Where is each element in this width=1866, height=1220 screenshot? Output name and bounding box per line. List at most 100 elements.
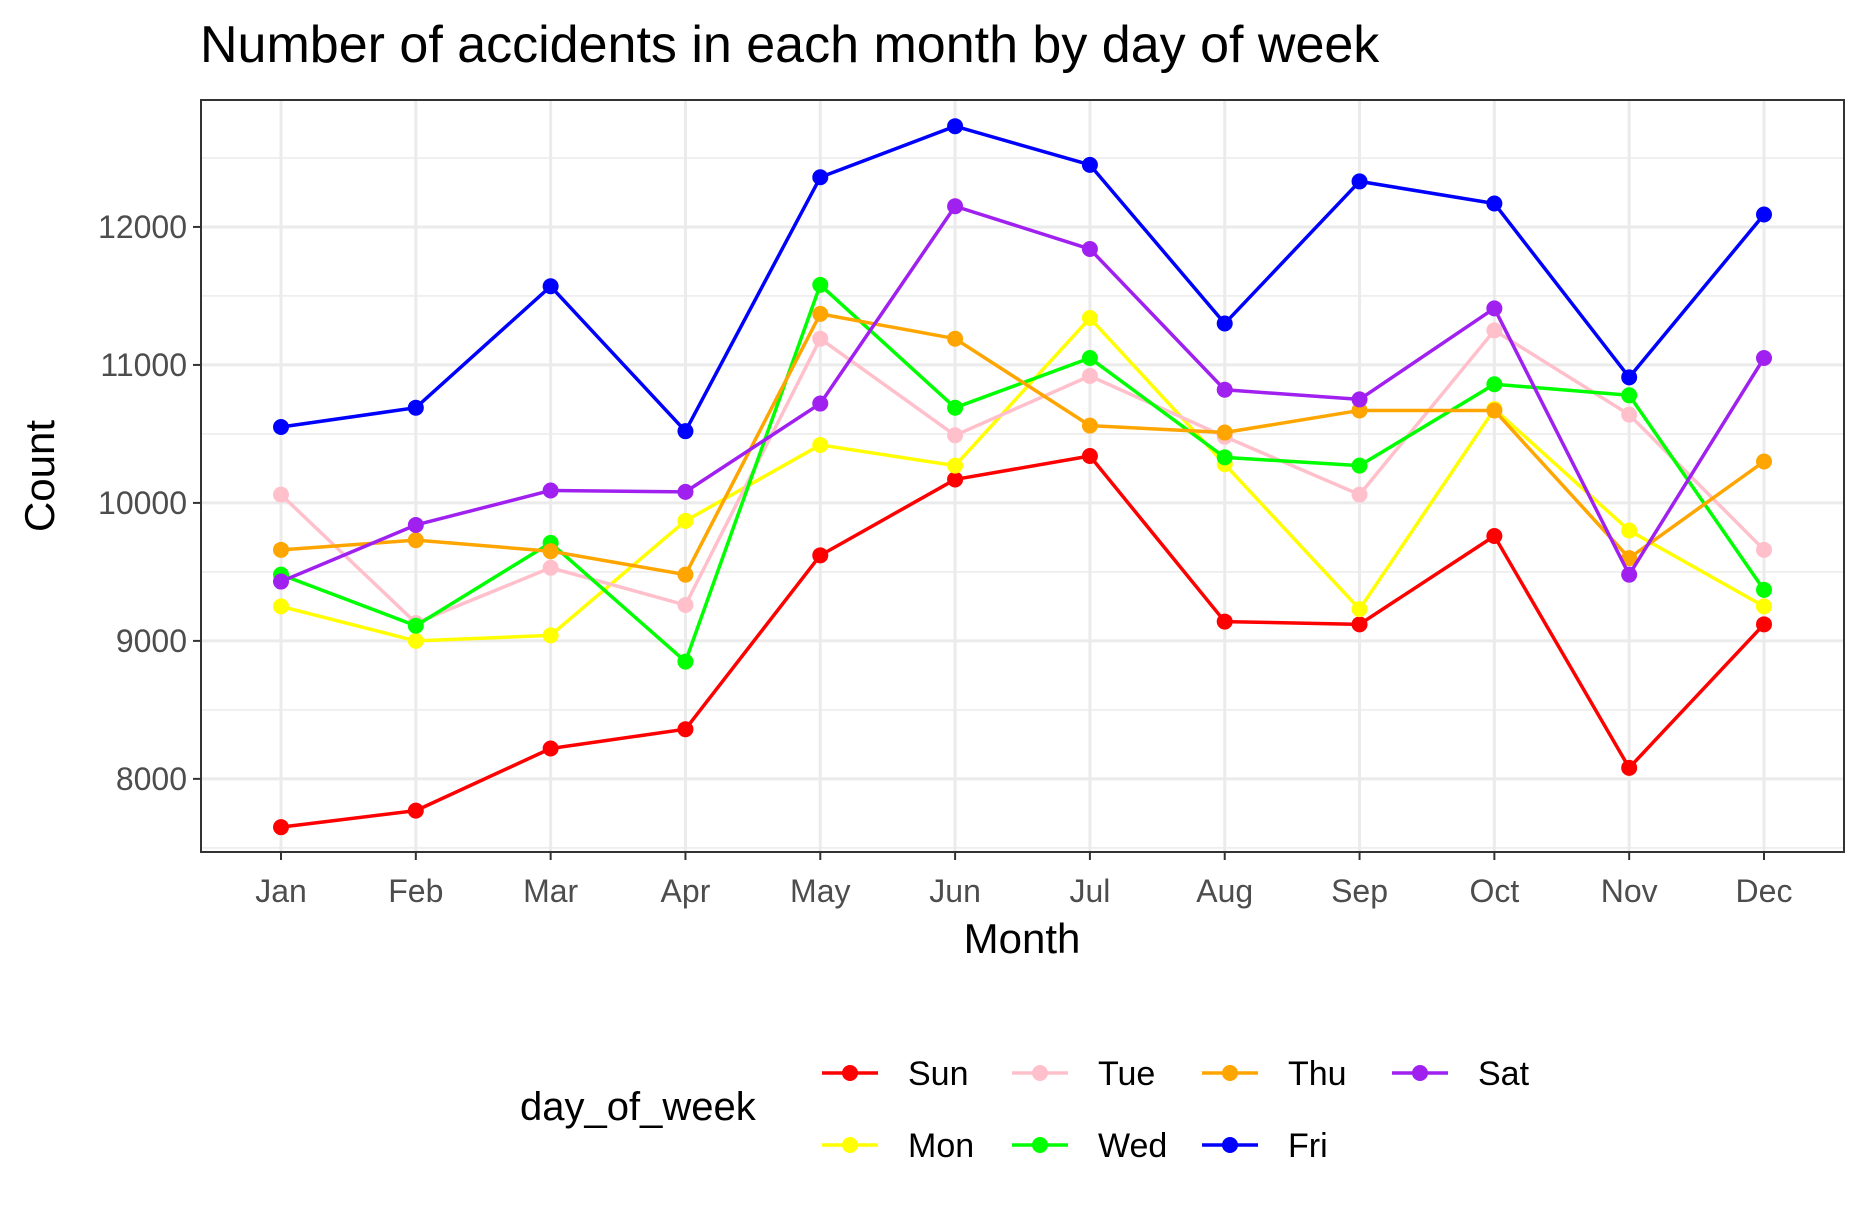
data-point-thu	[812, 305, 829, 322]
data-point-thu	[1351, 402, 1368, 419]
data-point-fri	[677, 423, 694, 440]
legend-label-sat: Sat	[1478, 1055, 1530, 1093]
data-point-wed	[1216, 449, 1233, 466]
data-point-tue	[542, 559, 559, 576]
data-point-sun	[407, 802, 424, 819]
data-point-mon	[273, 598, 289, 615]
data-point-sun	[1216, 613, 1233, 630]
data-point-thu	[1486, 402, 1503, 419]
data-point-mon	[677, 512, 694, 529]
x-tick-label: Jun	[929, 873, 981, 909]
data-point-thu	[1216, 424, 1233, 441]
x-tick-label: Aug	[1196, 873, 1253, 909]
data-point-wed	[1621, 387, 1638, 404]
data-point-sun	[812, 547, 829, 564]
data-point-mon	[1081, 310, 1098, 327]
series-line-sat	[280, 204, 1766, 584]
data-point-sun	[947, 471, 964, 488]
x-tick-label: Nov	[1601, 873, 1658, 909]
data-point-sun	[273, 819, 289, 836]
plot-panel-background	[201, 100, 1844, 852]
data-point-thu	[1621, 550, 1638, 567]
data-point-wed	[1351, 457, 1368, 474]
data-point-sat	[273, 573, 289, 590]
data-point-sat	[1621, 566, 1638, 583]
data-point-mon	[812, 436, 829, 453]
data-point-tue	[1351, 486, 1368, 503]
y-tick-label: 8000	[116, 761, 187, 797]
legend-label-tue: Tue	[1098, 1055, 1155, 1093]
data-point-mon	[1621, 522, 1638, 539]
x-tick-label: Mar	[523, 873, 578, 909]
data-point-sat	[1081, 241, 1098, 258]
series-line-sun	[280, 454, 1766, 829]
data-point-wed	[677, 653, 694, 670]
x-axis: Jan Feb Mar Apr May Jun Jul Aug Sep Oct Nov Dec	[255, 852, 1792, 909]
x-tick-label: Jan	[255, 873, 307, 909]
data-point-tue	[1081, 367, 1098, 384]
data-point-fri	[1486, 195, 1503, 212]
legend-key-point-sun	[842, 1065, 858, 1081]
data-point-sat	[812, 395, 829, 412]
y-axis: 8000 9000 10000 11000 12000	[98, 209, 201, 797]
legend-label-wed: Wed	[1098, 1127, 1167, 1165]
series-line-mon	[280, 316, 1765, 643]
data-point-sun	[1351, 616, 1368, 633]
data-point-tue	[677, 597, 694, 614]
legend-key-point-wed	[1032, 1137, 1048, 1153]
data-point-mon	[1756, 598, 1772, 615]
legend-key-point-thu	[1222, 1065, 1238, 1081]
y-tick-label: 10000	[98, 485, 187, 521]
data-point-fri	[542, 278, 559, 295]
data-point-wed	[1756, 581, 1772, 598]
series-layer	[273, 118, 1772, 836]
data-point-wed	[1486, 376, 1503, 393]
data-point-sun	[1756, 616, 1772, 633]
data-point-tue	[812, 330, 829, 347]
x-tick-label: Jul	[1069, 873, 1110, 909]
x-tick-label: Dec	[1736, 873, 1793, 909]
x-tick-label: Oct	[1469, 873, 1519, 909]
data-point-mon	[947, 457, 964, 474]
chart-title: Number of accidents in each month by day…	[200, 16, 1380, 74]
data-point-fri	[947, 118, 964, 135]
series-line-tue	[279, 328, 1766, 625]
y-tick-label: 11000	[100, 347, 187, 383]
data-point-thu	[273, 541, 289, 558]
legend-label-fri: Fri	[1288, 1127, 1328, 1165]
data-point-wed	[407, 617, 424, 634]
data-point-fri	[1216, 315, 1233, 332]
data-point-tue	[273, 486, 289, 503]
data-point-sat	[1351, 391, 1368, 408]
minor-gridlines	[201, 100, 1844, 852]
data-point-fri	[812, 169, 829, 186]
data-point-mon	[1351, 601, 1368, 618]
x-axis-title: Month	[964, 915, 1081, 962]
data-point-sat	[407, 516, 424, 533]
data-point-sat	[947, 198, 964, 215]
legend-label-thu: Thu	[1288, 1055, 1347, 1093]
data-point-tue	[1621, 406, 1638, 423]
data-point-fri	[1621, 369, 1638, 386]
data-point-fri	[407, 399, 424, 416]
legend-key-point-tue	[1032, 1065, 1048, 1081]
data-point-fri	[1351, 173, 1368, 190]
series-line-thu	[280, 312, 1766, 577]
data-point-tue	[1756, 541, 1772, 558]
data-point-wed	[812, 276, 829, 293]
data-point-thu	[407, 532, 424, 549]
x-tick-label: Feb	[388, 873, 443, 909]
data-point-thu	[542, 543, 559, 560]
plot-panel-border	[200, 99, 1845, 853]
data-point-sat	[1216, 381, 1233, 398]
legend-key-point-mon	[842, 1137, 858, 1153]
data-point-sun	[542, 740, 559, 757]
legend-key-point-fri	[1222, 1137, 1238, 1153]
legend: day_of_week Sun Mon Tue Wed Thu Fri Sat	[520, 1055, 1530, 1165]
data-point-thu	[947, 330, 964, 347]
data-point-fri	[273, 419, 289, 436]
data-point-thu	[677, 566, 694, 583]
data-point-sun	[1486, 528, 1503, 545]
x-tick-label: May	[790, 873, 850, 909]
